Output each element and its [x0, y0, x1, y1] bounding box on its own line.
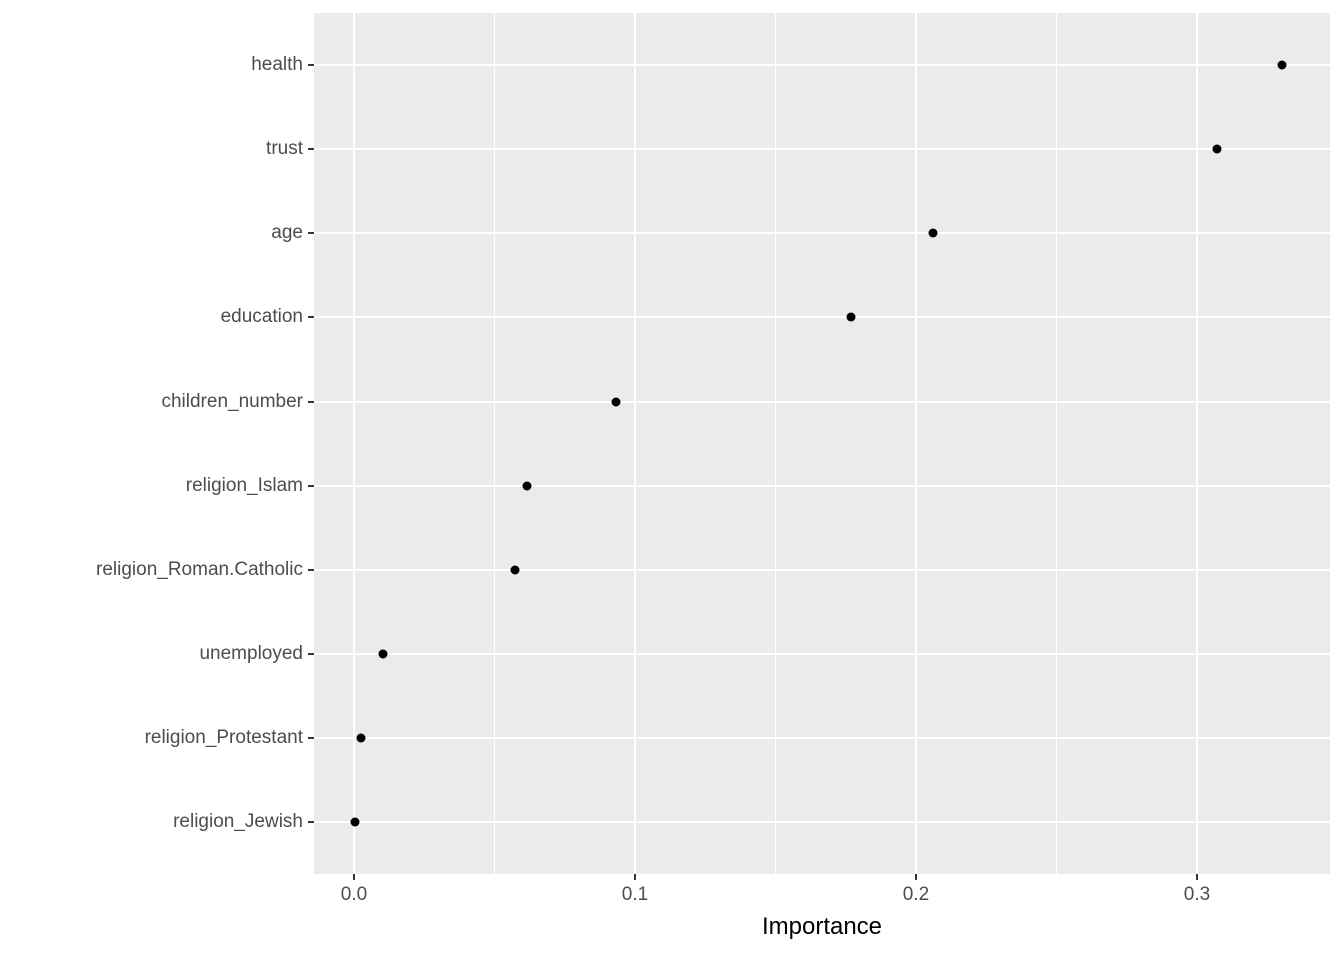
gridline-major-y [314, 400, 1330, 403]
x-axis-tick [915, 874, 917, 880]
data-point [846, 312, 856, 322]
x-axis-tick-label: 0.2 [902, 884, 930, 905]
y-axis-tick [308, 148, 314, 151]
y-axis-tick [308, 737, 314, 740]
data-point [611, 397, 621, 407]
data-point [928, 228, 938, 238]
gridline-major-y [314, 737, 1330, 740]
data-point [510, 565, 520, 575]
y-axis-tick [308, 653, 314, 656]
gridline-major-y [314, 148, 1330, 151]
y-axis-tick [308, 484, 314, 487]
gridline-minor-x [494, 13, 495, 874]
x-axis-tick [1196, 874, 1198, 880]
gridline-major-x [1196, 13, 1198, 874]
y-axis-label: trust [266, 138, 303, 160]
y-axis-tick [308, 821, 314, 824]
y-axis-label: children_number [161, 390, 303, 412]
plot-panel [314, 13, 1330, 874]
gridline-major-x [915, 13, 917, 874]
y-axis-tick [308, 316, 314, 319]
x-axis-tick-label: 0.1 [621, 884, 649, 905]
gridline-major-y [314, 568, 1330, 571]
y-axis-label: religion_Islam [185, 474, 303, 496]
y-axis-tick [308, 232, 314, 235]
data-point [1277, 60, 1287, 70]
x-axis-tick [353, 874, 355, 880]
gridline-major-x [353, 13, 355, 874]
gridline-major-y [314, 64, 1330, 66]
y-axis-label: religion_Roman.Catholic [96, 558, 303, 580]
gridline-major-y [314, 316, 1330, 319]
y-axis-label: education [220, 306, 303, 328]
gridline-major-x [634, 13, 636, 874]
y-axis-tick [308, 400, 314, 403]
x-axis-tick [634, 874, 636, 880]
x-axis-title: Importance [761, 913, 883, 940]
y-axis-tick [308, 568, 314, 571]
data-point [522, 481, 532, 491]
gridline-major-y [314, 484, 1330, 487]
data-point [1212, 144, 1222, 154]
data-point [378, 649, 388, 659]
x-axis-tick-label: 0.0 [340, 884, 368, 905]
data-point [356, 733, 366, 743]
gridline-minor-x [775, 13, 776, 874]
y-axis-tick [308, 64, 314, 66]
data-point [350, 817, 360, 827]
gridline-major-y [314, 232, 1330, 235]
y-axis-label: religion_Protestant [144, 727, 303, 749]
gridline-major-y [314, 821, 1330, 824]
y-axis-label: unemployed [199, 643, 303, 665]
y-axis-label: age [271, 222, 303, 244]
y-axis-label: health [251, 54, 303, 75]
x-axis-tick-label: 0.3 [1183, 884, 1211, 905]
y-axis-label: religion_Jewish [173, 811, 303, 833]
gridline-minor-x [1056, 13, 1057, 874]
gridline-major-y [314, 653, 1330, 656]
